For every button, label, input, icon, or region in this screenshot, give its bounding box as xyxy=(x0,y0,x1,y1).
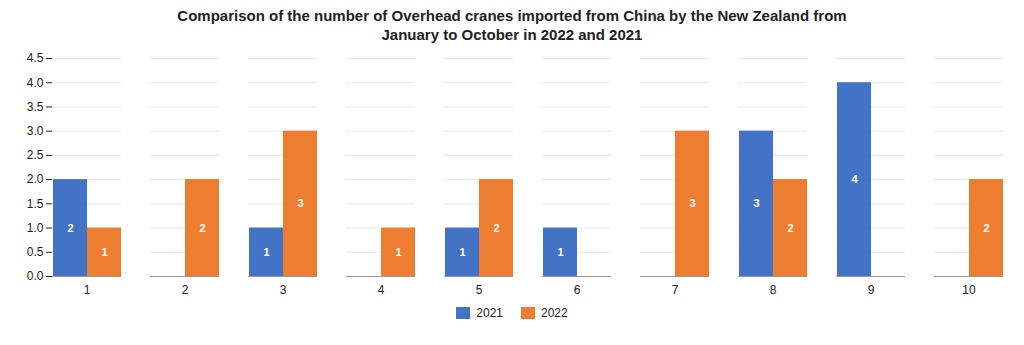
svg-text:3: 3 xyxy=(280,283,287,297)
svg-text:1: 1 xyxy=(84,283,91,297)
svg-text:4: 4 xyxy=(851,173,858,185)
svg-text:10: 10 xyxy=(962,283,976,297)
svg-text:0.0: 0.0 xyxy=(27,269,44,283)
svg-text:1.5: 1.5 xyxy=(27,197,44,211)
svg-text:2.0: 2.0 xyxy=(27,172,44,186)
svg-text:5: 5 xyxy=(476,283,483,297)
svg-text:2: 2 xyxy=(493,222,499,234)
svg-text:2.5: 2.5 xyxy=(27,148,44,162)
svg-text:1.0: 1.0 xyxy=(27,221,44,235)
svg-text:2: 2 xyxy=(67,222,73,234)
svg-text:6: 6 xyxy=(574,283,581,297)
svg-text:4.5: 4.5 xyxy=(27,51,44,65)
svg-text:1: 1 xyxy=(557,246,563,258)
svg-text:1: 1 xyxy=(263,246,269,258)
svg-text:2: 2 xyxy=(983,222,989,234)
svg-text:4.0: 4.0 xyxy=(27,76,44,90)
html-text:Comparison of the number of Ov: Comparison of the number of Overhead cra… xyxy=(177,7,847,43)
html-text:2022: 2022 xyxy=(541,306,568,320)
html-text:2021: 2021 xyxy=(476,306,503,320)
svg-text:3: 3 xyxy=(689,197,695,209)
svg-text:3: 3 xyxy=(753,197,759,209)
svg-text:3: 3 xyxy=(297,197,303,209)
svg-text:2: 2 xyxy=(787,222,793,234)
svg-text:3.0: 3.0 xyxy=(27,124,44,138)
svg-text:4: 4 xyxy=(378,283,385,297)
svg-text:1: 1 xyxy=(395,246,401,258)
svg-text:3.5: 3.5 xyxy=(27,100,44,114)
svg-text:1: 1 xyxy=(101,246,107,258)
svg-text:0.5: 0.5 xyxy=(27,245,44,259)
svg-text:7: 7 xyxy=(672,283,679,297)
svg-text:8: 8 xyxy=(770,283,777,297)
svg-text:1: 1 xyxy=(459,246,465,258)
svg-text:2: 2 xyxy=(199,222,205,234)
svg-text:2: 2 xyxy=(182,283,189,297)
svg-text:9: 9 xyxy=(868,283,875,297)
